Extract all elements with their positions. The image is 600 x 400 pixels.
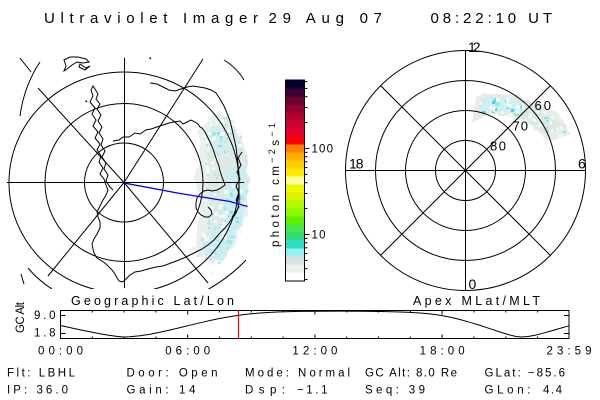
svg-text:100: 100 (312, 144, 334, 156)
svg-text:GLon:: GLon: (485, 385, 531, 397)
svg-text:12: 12 (468, 39, 481, 55)
svg-text:−1.1: −1.1 (297, 385, 328, 397)
svg-text:06:00: 06:00 (165, 346, 210, 358)
svg-text:Ultraviolet Imager: Ultraviolet Imager (44, 10, 258, 27)
svg-text:18:00: 18:00 (420, 346, 465, 358)
svg-text:Gain: 14: Gain: 14 (127, 385, 197, 397)
svg-text:GLat: −85.6: GLat: −85.6 (485, 368, 566, 380)
svg-text:0: 0 (469, 276, 477, 292)
svg-text:9.0: 9.0 (34, 310, 56, 322)
svg-text:10: 10 (312, 230, 326, 242)
svg-text:GC Alt: 8.0 Re: GC Alt: 8.0 Re (365, 368, 457, 380)
svg-text:4.4: 4.4 (543, 385, 563, 397)
svg-text:photon cm−2s−1: photon cm−2s−1 (267, 123, 282, 247)
svg-text:Apex MLat/MLT: Apex MLat/MLT (413, 294, 540, 308)
svg-text:Flt: LBHL: Flt: LBHL (7, 368, 76, 380)
svg-text:23:59: 23:59 (547, 346, 592, 358)
svg-text:Door: Open: Door: Open (127, 368, 218, 380)
svg-text:08:22:10 UT: 08:22:10 UT (431, 10, 553, 27)
svg-text:29 Aug 07: 29 Aug 07 (269, 10, 383, 27)
svg-text:70: 70 (513, 119, 529, 134)
svg-text:Mode: Normal: Mode: Normal (245, 368, 350, 380)
svg-text:80: 80 (490, 139, 506, 154)
svg-text:Geographic Lat/Lon: Geographic Lat/Lon (71, 294, 234, 308)
svg-text:Seq: 39: Seq: 39 (365, 385, 425, 397)
svg-text:12:00: 12:00 (292, 346, 337, 358)
svg-text:1.8: 1.8 (34, 328, 56, 340)
svg-text:6: 6 (578, 156, 586, 172)
svg-text:00:00: 00:00 (38, 346, 83, 358)
svg-text:GC Alt: GC Alt (15, 301, 27, 333)
svg-text:18: 18 (349, 156, 364, 172)
